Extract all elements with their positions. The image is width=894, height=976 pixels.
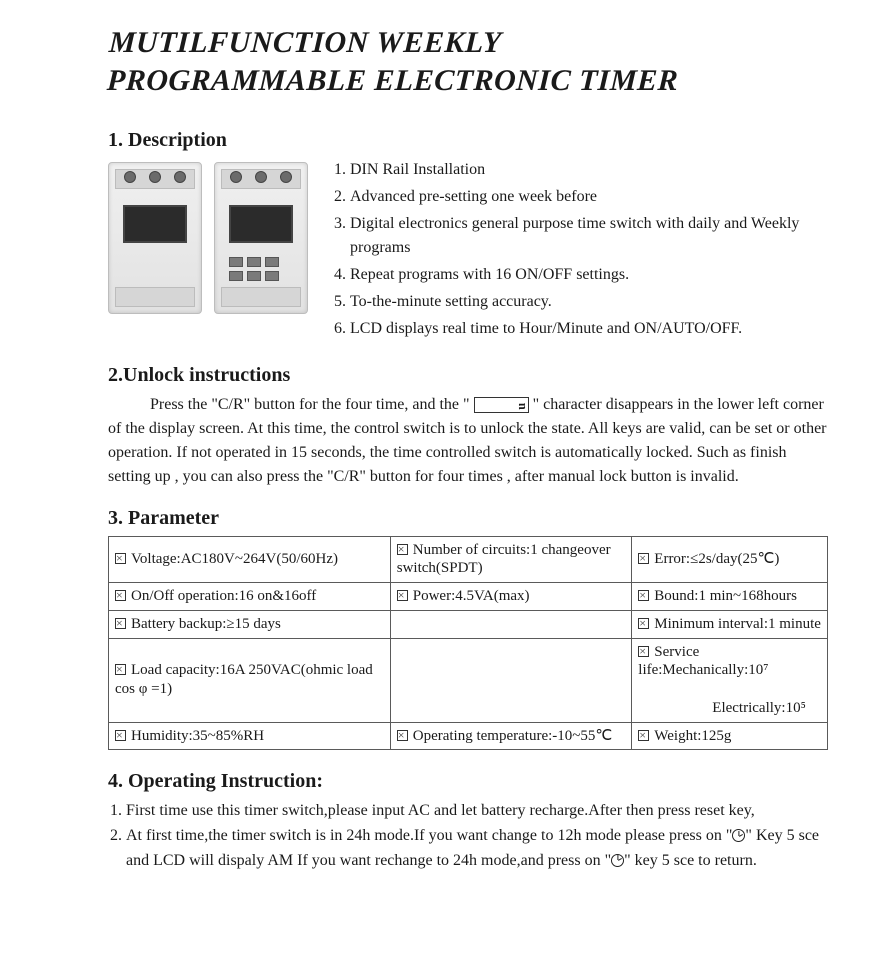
param-cell-empty [390, 610, 632, 638]
param-cell: On/Off operation:16 on&16off [109, 583, 391, 611]
param-text: Load capacity:16A 250VAC(ohmic load cos … [115, 662, 373, 697]
checkbox-icon [397, 590, 408, 601]
checkbox-icon [115, 664, 126, 675]
description-item: LCD displays real time to Hour/Minute an… [350, 317, 828, 342]
description-row: DIN Rail Installation Advanced pre-setti… [108, 158, 828, 344]
param-text: Error:≤2s/day(25℃) [654, 551, 779, 567]
operating-list: First time use this timer switch,please … [108, 799, 828, 873]
param-text: On/Off operation:16 on&16off [131, 588, 316, 604]
section-heading-unlock: 2.Unlock instructions [108, 364, 828, 387]
param-text: Weight:125g [654, 728, 731, 744]
param-cell: Load capacity:16A 250VAC(ohmic load cos … [109, 638, 391, 722]
description-item: DIN Rail Installation [350, 158, 828, 183]
description-item: Digital electronics general purpose time… [350, 212, 828, 262]
param-cell: Operating temperature:-10~55℃ [390, 722, 632, 750]
device-image-right [214, 162, 308, 314]
table-row: Voltage:AC180V~264V(50/60Hz) Number of c… [109, 536, 828, 583]
section-heading-parameter: 3. Parameter [108, 507, 828, 530]
checkbox-icon [638, 590, 649, 601]
section-heading-description: 1. Description [108, 129, 828, 152]
description-list: DIN Rail Installation Advanced pre-setti… [330, 158, 828, 344]
param-cell: Power:4.5VA(max) [390, 583, 632, 611]
description-item: Advanced pre-setting one week before [350, 185, 828, 210]
param-cell: Weight:125g [632, 722, 828, 750]
param-text: Battery backup:≥15 days [131, 616, 281, 632]
checkbox-icon [638, 553, 649, 564]
param-cell: Number of circuits:1 changeover switch(S… [390, 536, 632, 583]
checkbox-icon [115, 618, 126, 629]
unlock-text-pre: Press the "C/R" button for the four time… [150, 396, 474, 413]
checkbox-icon [638, 618, 649, 629]
param-text: Power:4.5VA(max) [413, 588, 530, 604]
param-text: Electrically:10⁵ [712, 700, 806, 716]
unlock-paragraph: Press the "C/R" button for the four time… [108, 393, 828, 489]
checkbox-icon [115, 553, 126, 564]
page-root: MUTILFUNCTION WEEKLY PROGRAMMABLE ELECTR… [0, 0, 894, 976]
checkbox-icon [397, 544, 408, 555]
checkbox-icon [115, 730, 126, 741]
table-row: On/Off operation:16 on&16off Power:4.5VA… [109, 583, 828, 611]
param-text: Humidity:35~85%RH [131, 728, 264, 744]
op2-post: " key 5 sce to return. [624, 852, 757, 869]
checkbox-icon [638, 646, 649, 657]
document-title: MUTILFUNCTION WEEKLY PROGRAMMABLE ELECTR… [106, 24, 830, 99]
table-row: Battery backup:≥15 days Minimum interval… [109, 610, 828, 638]
description-item: To-the-minute setting accuracy. [350, 290, 828, 315]
param-cell: Error:≤2s/day(25℃) [632, 536, 828, 583]
device-image-left [108, 162, 202, 314]
param-cell: Battery backup:≥15 days [109, 610, 391, 638]
param-text: Service life:Mechanically:10⁷ [638, 644, 768, 679]
param-text: Operating temperature:-10~55℃ [413, 728, 612, 744]
operating-item: First time use this timer switch,please … [126, 799, 828, 824]
description-item: Repeat programs with 16 ON/OFF settings. [350, 263, 828, 288]
table-row: Humidity:35~85%RH Operating temperature:… [109, 722, 828, 750]
param-cell: Humidity:35~85%RH [109, 722, 391, 750]
param-text: Bound:1 min~168hours [654, 588, 797, 604]
checkbox-icon [397, 730, 408, 741]
param-cell: Minimum interval:1 minute [632, 610, 828, 638]
param-text: Minimum interval:1 minute [654, 616, 821, 632]
op2-pre: At first time,the timer switch is in 24h… [126, 827, 732, 844]
param-cell: Voltage:AC180V~264V(50/60Hz) [109, 536, 391, 583]
title-line-2: PROGRAMMABLE ELECTRONIC TIMER [106, 62, 828, 100]
product-images [108, 162, 308, 314]
operating-item: At first time,the timer switch is in 24h… [126, 824, 828, 874]
clock-icon [732, 829, 745, 842]
param-cell: Bound:1 min~168hours [632, 583, 828, 611]
title-line-1: MUTILFUNCTION WEEKLY [108, 24, 830, 62]
param-text: Voltage:AC180V~264V(50/60Hz) [131, 551, 338, 567]
unlock-char-icon: ᴝ [474, 397, 529, 413]
param-text: Number of circuits:1 changeover switch(S… [397, 542, 611, 577]
checkbox-icon [638, 730, 649, 741]
checkbox-icon [115, 590, 126, 601]
section-heading-operating: 4. Operating Instruction: [108, 770, 828, 793]
param-cell-empty [390, 638, 632, 722]
clock-icon [611, 854, 624, 867]
param-cell: Service life:Mechanically:10⁷ Electrical… [632, 638, 828, 722]
parameter-table: Voltage:AC180V~264V(50/60Hz) Number of c… [108, 536, 828, 751]
